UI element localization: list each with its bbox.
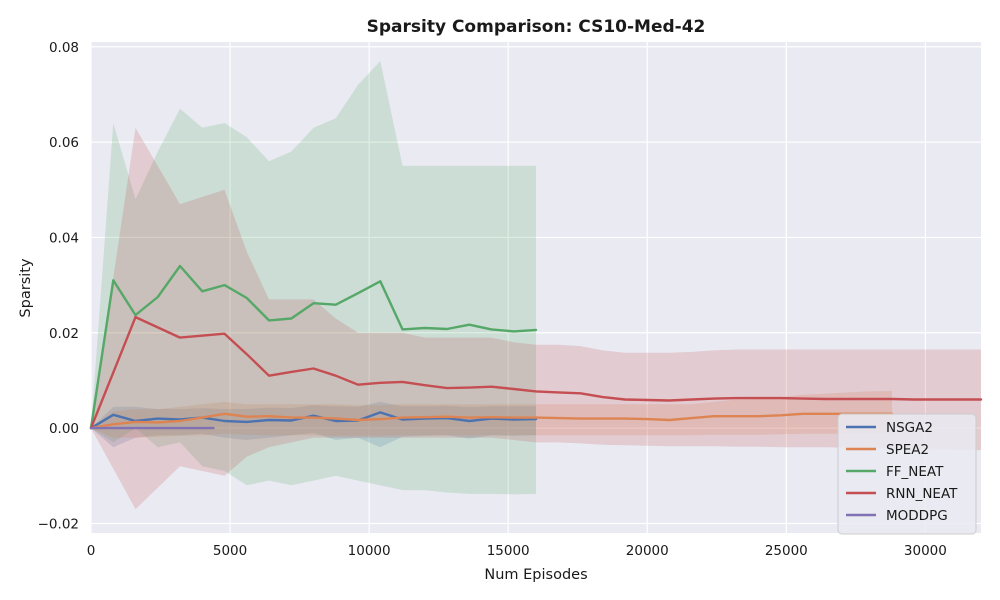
legend-label-rnn-neat: RNN_NEAT [886,486,958,502]
y-tick-label: 0.00 [49,421,79,437]
y-tick-label: −0.02 [38,516,79,532]
series-lines [89,264,983,430]
x-axis-ticks: 0 5000 10000 15000 20000 25000 30000 [87,543,947,559]
chart-title: Sparsity Comparison: CS10-Med-42 [367,17,706,37]
legend-box [837,413,977,535]
legend-label-ff-neat: FF_NEAT [886,464,944,480]
y-tick-label: 0.06 [49,135,79,151]
ff-neat-line [89,264,538,430]
legend-label-moddpg: MODDPG [886,508,948,524]
legend: NSGA2 SPEA2 FF_NEAT RNN_NEAT MODDPG [837,413,977,535]
rnn-neat-line [89,315,983,430]
nsga2-line [89,411,538,430]
spea2-band [91,390,892,438]
y-tick-label: 0.02 [49,326,79,342]
plot-area [91,42,981,533]
legend-label-nsga2: NSGA2 [886,420,933,436]
x-tick-label: 5000 [213,543,247,559]
y-axis-label: Sparsity [18,258,34,318]
x-tick-label: 10000 [348,543,391,559]
y-axis-ticks: −0.02 0.00 0.02 0.04 0.06 0.08 [38,40,79,533]
x-tick-label: 20000 [626,543,669,559]
x-axis-label: Num Episodes [484,567,587,583]
x-tick-label: 15000 [487,543,530,559]
y-tick-label: 0.08 [49,40,79,56]
x-tick-label: 0 [87,543,96,559]
legend-label-spea2: SPEA2 [886,442,929,458]
y-tick-label: 0.04 [49,230,79,246]
rnn-neat-band [91,127,981,510]
spea2-line [89,412,894,430]
x-tick-label: 30000 [904,543,947,559]
nsga2-band [91,401,536,448]
x-tick-label: 25000 [765,543,808,559]
